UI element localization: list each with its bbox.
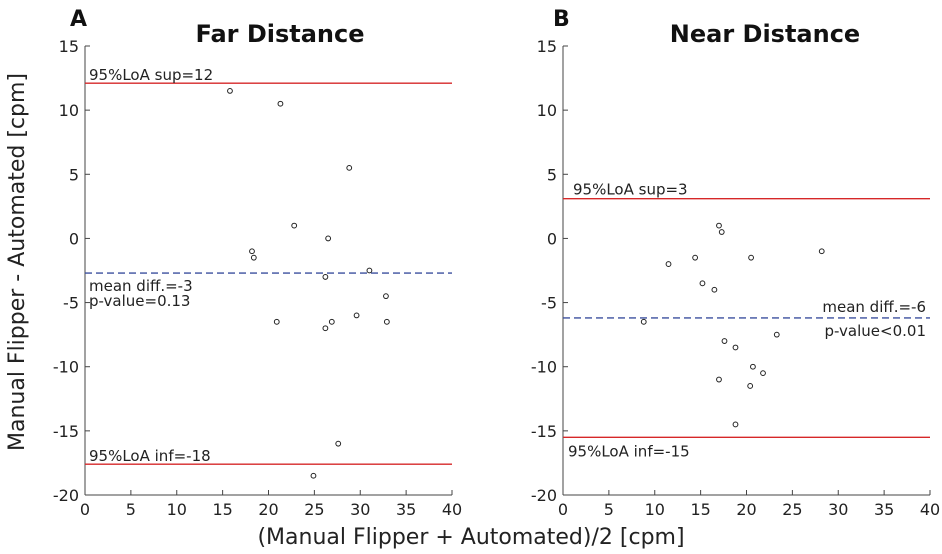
data-point bbox=[383, 293, 389, 300]
y-tick-label: -5 bbox=[541, 294, 557, 313]
data-point bbox=[325, 235, 332, 242]
data-point bbox=[366, 267, 373, 274]
panel-title: Near Distance bbox=[670, 20, 860, 48]
y-tick-label: -5 bbox=[63, 294, 79, 313]
y-tick-label: -10 bbox=[531, 358, 557, 377]
y-tick-label: -20 bbox=[53, 486, 79, 505]
mean-diff-label: mean diff.=-6 bbox=[822, 298, 926, 316]
x-tick-label: 0 bbox=[558, 500, 568, 519]
x-axis-label: (Manual Flipper + Automated)/2 [cpm] bbox=[257, 525, 684, 550]
y-tick-label: 15 bbox=[59, 37, 79, 56]
panel-letter: B bbox=[553, 7, 570, 32]
panel-title: Far Distance bbox=[195, 20, 364, 48]
data-point bbox=[322, 274, 329, 280]
loa-sup-label: 95%LoA sup=3 bbox=[573, 181, 688, 199]
x-tick-label: 35 bbox=[396, 500, 416, 519]
x-tick-label: 25 bbox=[304, 500, 324, 519]
data-point bbox=[732, 421, 739, 428]
x-tick-label: 40 bbox=[920, 500, 940, 519]
x-tick-label: 25 bbox=[782, 500, 802, 519]
data-point bbox=[249, 248, 255, 255]
data-point bbox=[383, 318, 390, 325]
data-point bbox=[291, 222, 298, 229]
data-point bbox=[227, 88, 233, 94]
data-point bbox=[277, 100, 284, 107]
y-tick-label: 5 bbox=[547, 165, 557, 184]
data-point bbox=[310, 472, 317, 479]
data-point bbox=[699, 280, 706, 287]
x-tick-label: 20 bbox=[736, 500, 756, 519]
y-tick-label: 0 bbox=[547, 229, 557, 248]
data-point bbox=[773, 331, 780, 338]
panel-letter: A bbox=[70, 7, 87, 32]
data-point bbox=[665, 261, 672, 267]
data-point bbox=[328, 318, 335, 325]
data-point bbox=[760, 370, 766, 377]
mean-diff-label: mean diff.=-3 bbox=[89, 277, 193, 295]
x-tick-label: 10 bbox=[167, 500, 187, 519]
y-axis-label: Manual Flipper - Automated [cpm] bbox=[5, 73, 30, 451]
x-tick-label: 5 bbox=[126, 500, 136, 519]
y-tick-label: -20 bbox=[531, 486, 557, 505]
y-tick-label: -15 bbox=[53, 422, 79, 441]
data-point bbox=[692, 254, 699, 261]
data-point bbox=[750, 363, 756, 370]
loa-inf-label: 95%LoA inf=-15 bbox=[568, 442, 690, 460]
data-point bbox=[322, 325, 329, 332]
data-point bbox=[346, 164, 353, 171]
p-value-label: p-value<0.01 bbox=[825, 322, 926, 340]
y-tick-label: -10 bbox=[53, 358, 79, 377]
data-point bbox=[250, 254, 257, 261]
x-tick-label: 30 bbox=[350, 500, 370, 519]
data-point bbox=[353, 312, 360, 319]
loa-inf-label: 95%LoA inf=-18 bbox=[89, 447, 211, 465]
data-point bbox=[711, 286, 718, 293]
data-point bbox=[748, 254, 754, 261]
y-tick-label: 10 bbox=[59, 101, 79, 120]
y-tick-label: 5 bbox=[69, 165, 79, 184]
loa-sup-label: 95%LoA sup=12 bbox=[89, 66, 213, 84]
x-tick-label: 5 bbox=[604, 500, 614, 519]
data-point bbox=[718, 229, 725, 235]
p-value-label: p-value=0.13 bbox=[89, 292, 190, 310]
x-tick-label: 0 bbox=[80, 500, 90, 519]
x-tick-label: 15 bbox=[690, 500, 710, 519]
y-tick-label: -15 bbox=[531, 422, 557, 441]
data-point bbox=[716, 376, 722, 383]
data-point bbox=[721, 338, 728, 344]
data-point bbox=[640, 318, 647, 325]
y-tick-label: 0 bbox=[69, 229, 79, 248]
data-point bbox=[273, 318, 280, 325]
data-point bbox=[335, 440, 342, 447]
x-tick-label: 40 bbox=[442, 500, 462, 519]
data-point bbox=[716, 222, 722, 229]
data-point bbox=[818, 248, 825, 255]
x-tick-label: 10 bbox=[645, 500, 665, 519]
x-tick-label: 15 bbox=[212, 500, 232, 519]
x-tick-label: 30 bbox=[828, 500, 848, 519]
data-point bbox=[732, 344, 739, 351]
x-tick-label: 20 bbox=[258, 500, 278, 519]
y-tick-label: 15 bbox=[537, 37, 557, 56]
x-tick-label: 35 bbox=[874, 500, 894, 519]
data-point bbox=[747, 383, 754, 389]
y-tick-label: 10 bbox=[537, 101, 557, 120]
